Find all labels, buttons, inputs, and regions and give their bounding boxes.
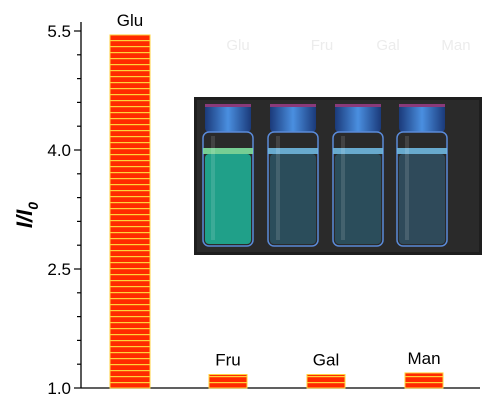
vial-cap-rim: [205, 104, 251, 107]
bars: [109, 34, 444, 389]
vial-cap-rim: [399, 104, 445, 107]
inset-vial-photo: [194, 97, 482, 255]
vial-highlight: [276, 136, 280, 240]
category-labels: Glu Fru Gal Man: [117, 11, 441, 370]
vial-cap: [205, 104, 251, 132]
bar-label-fru: Fru: [215, 351, 241, 370]
vial-man: [396, 104, 448, 247]
vial-gal: [332, 104, 384, 247]
bar-gal: [306, 374, 346, 389]
background-label-glu: Glu: [226, 37, 249, 54]
bar-label-gal: Gal: [313, 351, 339, 370]
vials: [202, 104, 448, 247]
y-axis-title: I/I0: [12, 202, 41, 228]
vial-glu: [202, 104, 254, 247]
y-axis-title-main: I/I: [12, 209, 37, 228]
y-tick-label: 1.0: [47, 379, 71, 398]
vial-cap: [270, 104, 316, 132]
vial-highlight: [341, 136, 345, 240]
bar-label-man: Man: [407, 349, 440, 368]
y-tick-label: 4.0: [47, 141, 71, 160]
vial-body: [267, 131, 319, 247]
bar-glu: [109, 34, 151, 389]
background-label-fru: Fru: [311, 37, 334, 54]
vial-cap-rim: [335, 104, 381, 107]
vial-liquid: [205, 154, 251, 244]
background-vial-labels: Glu Fru Gal Man: [226, 37, 470, 54]
vial-highlight: [211, 136, 215, 240]
vial-highlight: [405, 136, 409, 240]
y-axis-title-sub: 0: [25, 202, 41, 210]
background-label-man: Man: [441, 37, 470, 54]
bar-man: [404, 372, 444, 389]
y-tick-label: 5.5: [47, 22, 71, 41]
bar-fru: [208, 374, 248, 389]
vial-meniscus: [333, 148, 383, 154]
vial-cap: [335, 104, 381, 132]
vial-body: [332, 131, 384, 247]
vial-liquid: [335, 154, 381, 244]
bar-label-glu: Glu: [117, 11, 143, 30]
y-ticks: 1.0 2.5 4.0 5.5: [47, 22, 81, 398]
vial-meniscus: [203, 148, 253, 154]
vial-fru: [267, 104, 319, 247]
vial-liquid: [270, 154, 316, 244]
vial-cap: [399, 104, 445, 132]
vial-cap-rim: [270, 104, 316, 107]
vial-meniscus: [397, 148, 447, 154]
vial-body: [396, 131, 448, 247]
y-axis-title-text: I/I0: [12, 202, 41, 228]
vial-meniscus: [268, 148, 318, 154]
vial-body: [202, 131, 254, 247]
background-label-gal: Gal: [376, 37, 399, 54]
y-tick-label: 2.5: [47, 260, 71, 279]
vial-liquid: [399, 154, 445, 244]
